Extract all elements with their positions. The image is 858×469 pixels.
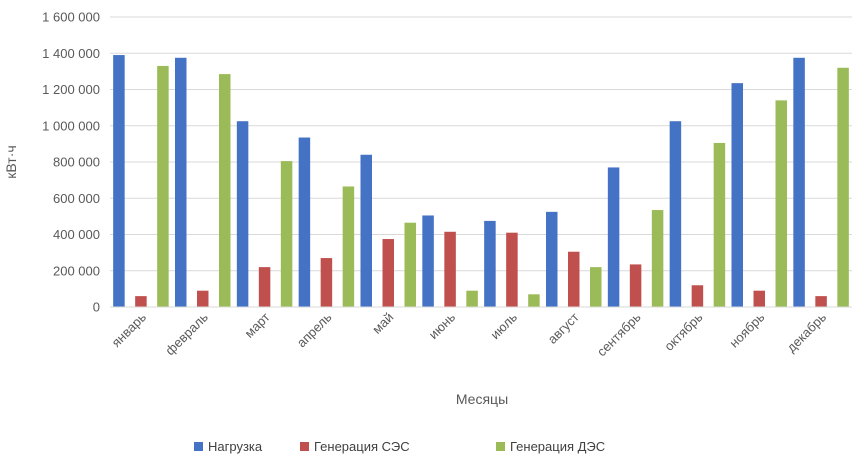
y-tick-label: 200 000 [53, 263, 100, 278]
bar [713, 142, 726, 307]
bar [775, 100, 787, 307]
x-tick-label: март [242, 309, 273, 340]
x-tick-label: август [545, 309, 582, 346]
bar [506, 232, 518, 307]
legend-label: Генерация ДЭС [510, 439, 605, 454]
y-tick-label: 1 600 000 [42, 10, 100, 25]
bar [258, 267, 271, 307]
bar [466, 290, 478, 307]
bar [590, 267, 602, 307]
bar [651, 210, 664, 307]
bar [175, 57, 187, 307]
x-tick-label: июнь [426, 309, 459, 342]
bar [422, 215, 434, 307]
legend-label: Генерация СЭС [314, 439, 410, 454]
bar [320, 258, 333, 307]
x-tick-label: февраль [162, 309, 211, 358]
legend: Нагрузка Генерация СЭС Генерация ДЭС [194, 439, 605, 454]
legend-swatch [300, 442, 309, 451]
bar [669, 121, 682, 307]
bar [298, 137, 311, 307]
bar [404, 222, 416, 307]
bar [815, 296, 827, 307]
bar [236, 121, 249, 307]
bar [753, 290, 765, 307]
bar [528, 294, 540, 307]
bar [113, 55, 125, 307]
x-axis-title: Месяцы [456, 391, 508, 407]
bar [197, 290, 209, 307]
y-tick-label: 800 000 [53, 155, 100, 170]
x-tick-label: апрель [294, 309, 335, 350]
gridlines [110, 16, 852, 272]
y-tick-label: 1 400 000 [42, 46, 100, 61]
x-axis-tick-labels: январь февраль март апрель май июнь июль август… [109, 309, 830, 359]
bar [691, 285, 704, 307]
bar [219, 74, 231, 307]
legend-swatch [194, 442, 203, 451]
x-tick-label: май [369, 310, 396, 337]
bar [444, 231, 456, 307]
bar [484, 220, 496, 307]
y-axis-title: кВт·ч [3, 145, 19, 178]
legend-swatch [496, 442, 505, 451]
bar [629, 264, 642, 307]
y-tick-label: 1 200 000 [42, 82, 100, 97]
bar [546, 211, 558, 307]
x-tick-label: январь [109, 309, 150, 350]
legend-label: Нагрузка [208, 439, 263, 454]
x-tick-label: июль [487, 309, 520, 342]
bar [731, 83, 743, 307]
y-tick-label: 0 [93, 300, 100, 315]
bar [607, 167, 620, 307]
y-tick-label: 600 000 [53, 191, 100, 206]
x-tick-label: ноябрь [726, 309, 767, 350]
y-tick-label: 400 000 [53, 227, 100, 242]
x-tick-label: декабрь [784, 309, 830, 355]
bar [157, 65, 169, 307]
x-tick-label: сентябрь [594, 309, 644, 359]
bar [568, 251, 580, 307]
y-axis-tick-labels: 0 200 000 400 000 600 000 800 000 1 000 000 1 … [42, 10, 100, 315]
bar [382, 239, 394, 307]
bar [360, 154, 372, 307]
x-tick-label: октябрь [661, 309, 705, 353]
y-tick-label: 1 000 000 [42, 118, 100, 133]
bar [135, 296, 147, 307]
bar [342, 186, 355, 307]
bar [793, 57, 805, 307]
bars [113, 55, 849, 307]
bar [280, 161, 293, 307]
bar [837, 67, 849, 307]
